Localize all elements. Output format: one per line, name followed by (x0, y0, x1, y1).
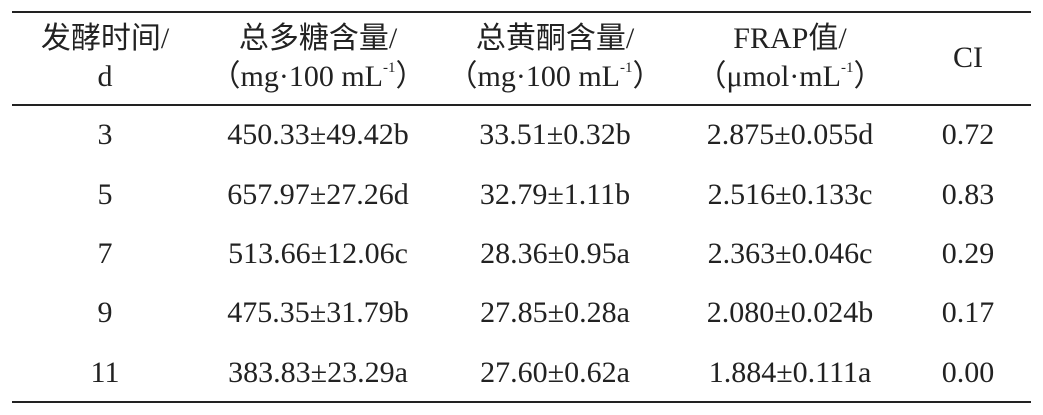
table-cell: 27.85±0.28a (480, 296, 630, 329)
table-cell: 27.60±0.62a (480, 356, 630, 389)
superscript: -1 (620, 60, 633, 76)
header-text: d (97, 60, 113, 93)
header-line: 总多糖含量/ (211, 20, 426, 58)
header-line: 发酵时间/ (41, 20, 169, 58)
header-text: ） (395, 60, 426, 93)
header-line: 总黄酮含量/ (448, 20, 663, 58)
header-text: 总多糖含量/ (238, 22, 398, 55)
header-line: CI (953, 39, 983, 77)
superscript: -1 (383, 60, 396, 76)
table-cell: 32.79±1.11b (479, 178, 631, 211)
superscript: -1 (840, 60, 854, 76)
header-text: ） (853, 60, 884, 93)
table-cell: 9 (97, 296, 113, 329)
table-cell: 33.51±0.32b (479, 118, 631, 151)
table-cell: 450.33±49.42b (227, 118, 409, 151)
header-rule (12, 104, 1031, 106)
table-cell: 513.66±12.06c (228, 237, 408, 270)
header-text: ） (632, 60, 663, 93)
table-cell: 2.363±0.046c (707, 237, 873, 270)
header-text: FRAP值/ (733, 22, 847, 55)
header-text: （μmol·mL (696, 60, 841, 93)
table-cell: 0.00 (941, 356, 995, 389)
header-line: （mg·100 mL-1） (448, 58, 663, 96)
bottom-rule (12, 401, 1031, 403)
table-cell: 0.17 (941, 296, 995, 329)
header-cell: 总多糖含量/（mg·100 mL-1） (211, 20, 426, 96)
header-text: 发酵时间/ (40, 22, 170, 55)
table-cell: 11 (90, 356, 120, 389)
table-cell: 383.83±23.29a (228, 356, 408, 389)
table-cell: 2.080±0.024b (706, 296, 874, 329)
table-cell: 28.36±0.95a (480, 237, 630, 270)
table-cell: 1.884±0.111a (708, 356, 872, 389)
header-line: d (41, 58, 169, 96)
table-cell: 2.875±0.055d (706, 118, 874, 151)
header-text: （mg·100 mL (210, 60, 384, 93)
table-cell: 3 (97, 118, 113, 151)
table-cell: 657.97±27.26d (227, 178, 409, 211)
header-line: （μmol·mL-1） (697, 58, 884, 96)
header-cell: FRAP值/（μmol·mL-1） (697, 20, 884, 96)
table-cell: 2.516±0.133c (707, 178, 873, 211)
header-cell: CI (953, 39, 983, 77)
table-cell: 0.83 (941, 178, 995, 211)
header-text: （mg·100 mL (447, 60, 621, 93)
table-cell: 7 (97, 237, 113, 270)
table-cell: 5 (97, 178, 113, 211)
table-cell: 0.72 (941, 118, 995, 151)
header-line: FRAP值/ (697, 20, 884, 58)
table-cell: 0.29 (941, 237, 995, 270)
top-rule (12, 11, 1031, 13)
header-line: （mg·100 mL-1） (211, 58, 426, 96)
table-cell: 475.35±31.79b (227, 296, 409, 329)
header-text: 总黄酮含量/ (475, 22, 635, 55)
header-text: CI (953, 41, 983, 74)
header-cell: 总黄酮含量/（mg·100 mL-1） (448, 20, 663, 96)
header-cell: 发酵时间/d (41, 20, 169, 96)
